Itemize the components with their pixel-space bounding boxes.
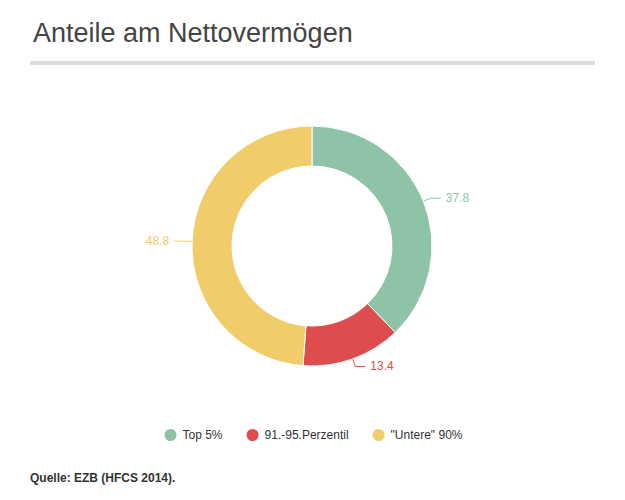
svg-text:Quelle: EZB (HFCS 2014).: Quelle: EZB (HFCS 2014). <box>30 471 175 485</box>
svg-text:37.8: 37.8 <box>446 191 470 205</box>
svg-text:Anteile am Nettovermögen: Anteile am Nettovermögen <box>33 18 353 48</box>
svg-text:91.-95.Perzentil: 91.-95.Perzentil <box>265 428 349 442</box>
svg-text:48.8: 48.8 <box>146 234 170 248</box>
svg-text:13.4: 13.4 <box>370 359 394 373</box>
svg-text:Top 5%: Top 5% <box>183 428 223 442</box>
svg-text:"Untere" 90%: "Untere" 90% <box>391 428 463 442</box>
